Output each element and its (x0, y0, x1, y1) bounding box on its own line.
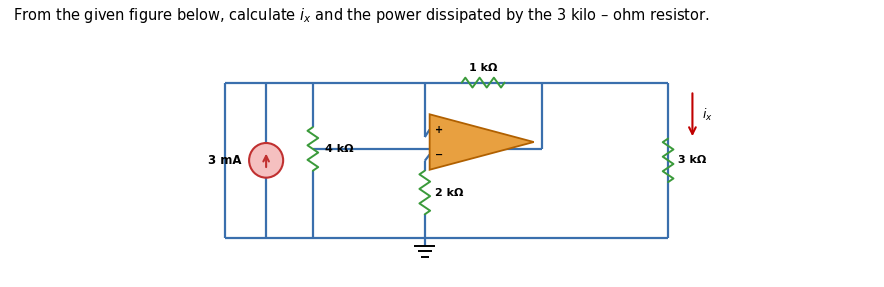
Text: 3 mA: 3 mA (208, 154, 241, 167)
Text: From the given figure below, calculate $i_x$ and the power dissipated by the 3 k: From the given figure below, calculate $… (13, 6, 710, 25)
Polygon shape (430, 114, 534, 170)
Text: 4 kΩ: 4 kΩ (325, 144, 354, 154)
Circle shape (249, 143, 283, 178)
Text: 1 kΩ: 1 kΩ (469, 63, 498, 73)
Text: −: − (435, 150, 444, 160)
Text: 2 kΩ: 2 kΩ (435, 187, 463, 197)
Text: $i_x$: $i_x$ (702, 107, 713, 123)
Text: +: + (435, 125, 444, 135)
Text: 3 kΩ: 3 kΩ (678, 155, 706, 165)
